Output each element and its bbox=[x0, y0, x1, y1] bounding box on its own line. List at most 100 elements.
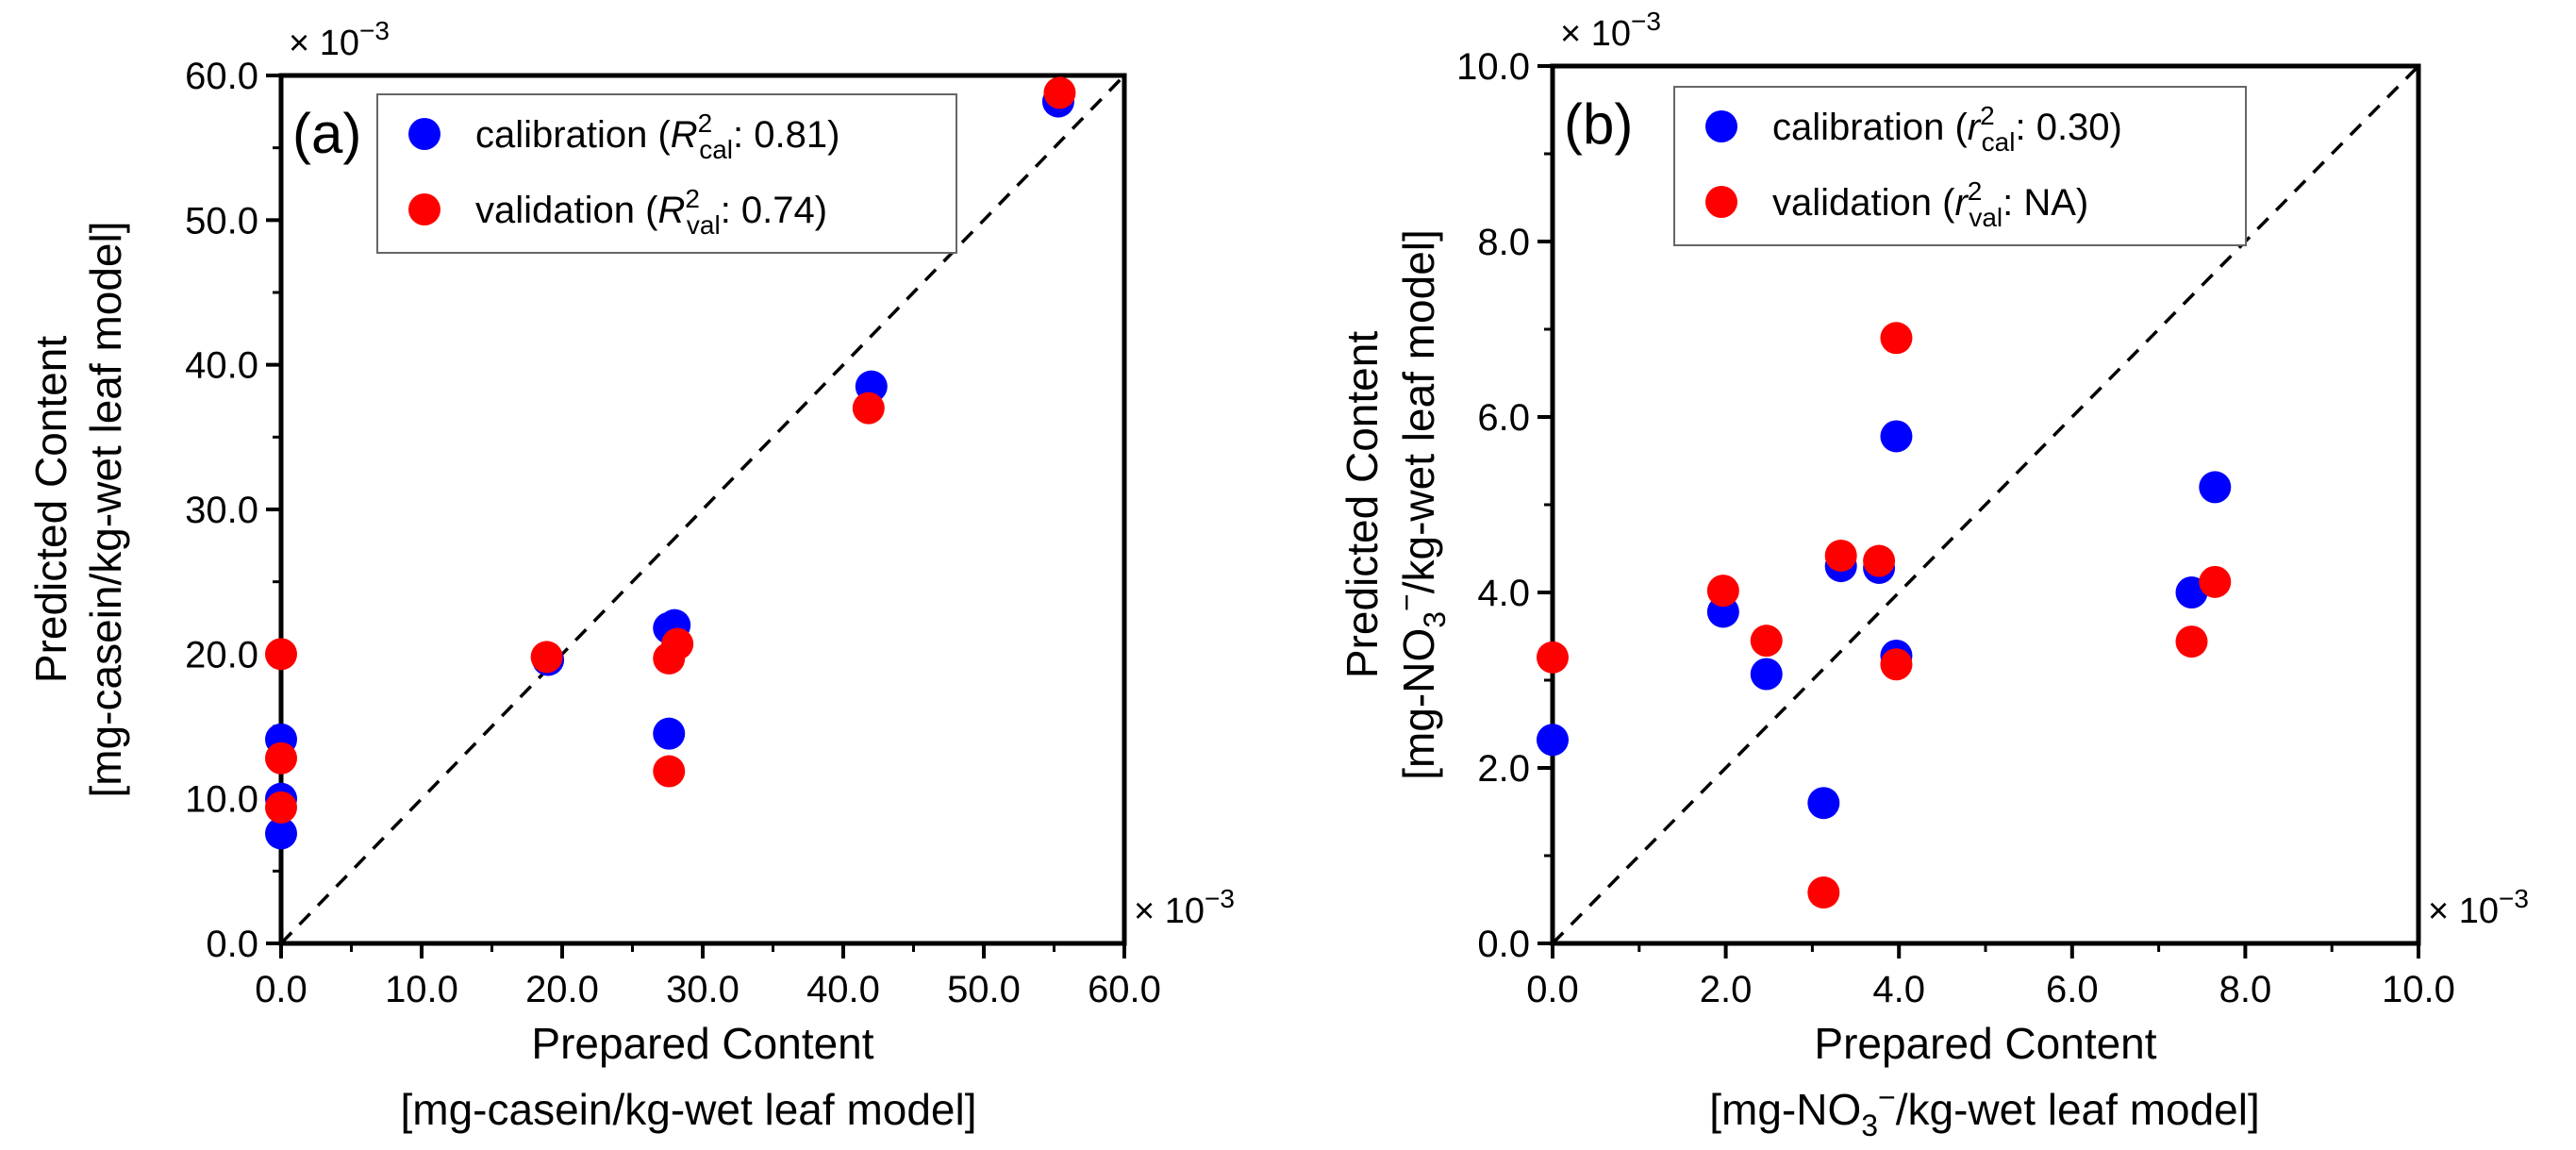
legend-value: : 0.30) bbox=[2015, 107, 2121, 148]
legend-entry-calibration: calibration (r2 cal: 0.30) bbox=[1772, 101, 2122, 157]
x-tick-label: 10.0 bbox=[385, 969, 458, 1010]
unit-prefix: [mg-NO bbox=[1709, 1085, 1861, 1134]
y-tick-label: 60.0 bbox=[185, 56, 258, 97]
x-tick-label: 40.0 bbox=[806, 969, 880, 1010]
validation-point bbox=[1807, 876, 1840, 909]
x-tick-label: 10.0 bbox=[2382, 969, 2455, 1010]
legend-subscript: cal bbox=[699, 135, 733, 164]
y-axis-multiplier: × 10−3 bbox=[289, 16, 390, 63]
x-tick-label: 20.0 bbox=[525, 969, 599, 1010]
validation-point bbox=[265, 791, 297, 824]
legend-label: calibration ( bbox=[475, 114, 671, 156]
validation-point bbox=[2199, 565, 2232, 598]
calibration-point bbox=[1807, 787, 1840, 820]
validation-point bbox=[1750, 625, 1783, 658]
x-tick-label: 60.0 bbox=[1088, 969, 1161, 1010]
unit-subscript: 3 bbox=[1418, 611, 1452, 628]
y-multiplier-base: × 10 bbox=[289, 24, 359, 63]
legend-symbol: R bbox=[657, 190, 685, 231]
legend-subscript: cal bbox=[1982, 127, 2016, 157]
y-axis-title: Predicted Content bbox=[1338, 331, 1387, 678]
legend-symbol: R bbox=[671, 114, 698, 156]
y-tick-label: 50.0 bbox=[185, 200, 258, 242]
unit-superscript: − bbox=[1878, 1080, 1896, 1114]
series-validation bbox=[265, 76, 1076, 824]
calibration-point bbox=[1880, 420, 1913, 453]
reference-line-y-equals-x bbox=[1551, 64, 2420, 945]
legend-marker-calibration bbox=[408, 118, 440, 150]
legend-entry-validation: validation (r2 val: NA) bbox=[1772, 176, 2088, 232]
x-tick-label: 2.0 bbox=[1700, 969, 1753, 1010]
validation-point bbox=[1863, 544, 1896, 577]
legend-value: : NA) bbox=[2003, 182, 2088, 224]
legend-box bbox=[1673, 86, 2247, 246]
x-tick-label: 4.0 bbox=[1872, 969, 1925, 1010]
series-validation bbox=[1537, 322, 2232, 909]
y-tick-label: 4.0 bbox=[1477, 573, 1530, 614]
validation-point bbox=[1824, 539, 1857, 572]
y-tick-label: 6.0 bbox=[1477, 397, 1530, 439]
y-multiplier-exponent: −3 bbox=[359, 16, 390, 45]
x-axis-title: Prepared Content bbox=[1814, 1019, 2156, 1068]
y-tick-label: 0.0 bbox=[1477, 924, 1530, 965]
calibration-point bbox=[653, 717, 686, 750]
x-tick-label: 30.0 bbox=[666, 969, 740, 1010]
calibration-point bbox=[265, 817, 297, 850]
legend-label: validation ( bbox=[1772, 182, 1955, 224]
validation-point bbox=[265, 742, 297, 775]
unit-superscript: − bbox=[1389, 593, 1423, 611]
validation-point bbox=[661, 627, 694, 660]
legend-marker-calibration bbox=[1705, 110, 1737, 142]
x-tick-label: 0.0 bbox=[1526, 969, 1579, 1010]
y-tick-label: 8.0 bbox=[1477, 222, 1530, 263]
validation-point bbox=[530, 641, 563, 674]
unit-prefix: [mg-NO bbox=[1394, 628, 1443, 780]
legend-box bbox=[376, 93, 957, 254]
y-tick-label: 10.0 bbox=[185, 779, 258, 821]
x-tick-label: 0.0 bbox=[255, 969, 307, 1010]
x-axis-multiplier: × 10−3 bbox=[1134, 884, 1235, 931]
legend-superscript: 2 bbox=[698, 108, 713, 138]
legend-entry-calibration: calibration (R2 cal: 0.81) bbox=[475, 108, 839, 164]
y-multiplier-exponent: −3 bbox=[1631, 7, 1661, 36]
legend-value: : 0.74) bbox=[721, 190, 827, 231]
validation-point bbox=[2175, 625, 2208, 658]
legend-subscript: val bbox=[1969, 203, 2003, 232]
x-axis-unit: [mg-NO3−/kg-wet leaf model] bbox=[1709, 1080, 2260, 1142]
y-tick-label: 10.0 bbox=[1456, 46, 1530, 88]
y-multiplier-base: × 10 bbox=[1560, 14, 1631, 54]
legend-symbol: r bbox=[1954, 182, 1969, 224]
legend-label: calibration ( bbox=[1772, 107, 1968, 148]
x-multiplier-base: × 10 bbox=[1134, 892, 1205, 931]
legend: calibration (R2 cal: 0.81) validation (R2 v… bbox=[376, 93, 957, 254]
legend-superscript: 2 bbox=[1968, 176, 1983, 206]
validation-point bbox=[1880, 322, 1913, 355]
x-axis-unit: [mg-casein/kg-wet leaf model] bbox=[400, 1085, 976, 1134]
x-multiplier-base: × 10 bbox=[2428, 892, 2499, 931]
legend-entry-validation: validation (R2 val: 0.74) bbox=[475, 184, 827, 240]
x-multiplier-exponent: −3 bbox=[1205, 884, 1235, 913]
y-tick-label: 30.0 bbox=[185, 490, 258, 531]
y-tick-label: 2.0 bbox=[1477, 748, 1530, 790]
x-multiplier-exponent: −3 bbox=[2499, 884, 2529, 913]
legend-marker-validation bbox=[408, 193, 440, 225]
legend-marker-validation bbox=[1705, 186, 1737, 218]
validation-point bbox=[1880, 648, 1913, 681]
y-tick-label: 40.0 bbox=[185, 345, 258, 387]
calibration-point bbox=[1750, 658, 1783, 691]
validation-point bbox=[653, 755, 686, 788]
validation-point bbox=[852, 392, 885, 425]
series-calibration bbox=[1537, 420, 2232, 820]
validation-point bbox=[265, 638, 297, 671]
calibration-point bbox=[1537, 724, 1569, 757]
legend-subscript: val bbox=[687, 210, 721, 240]
panel-a: 0.0 10.0 20.0 30.0 40.0 50.0 60.0 0.0 10.0 20.0 30… bbox=[26, 16, 1235, 1134]
x-tick-label: 8.0 bbox=[2219, 969, 2272, 1010]
validation-point bbox=[1706, 575, 1739, 608]
unit-suffix: /kg-wet leaf model] bbox=[1394, 229, 1443, 593]
x-tick-label: 6.0 bbox=[2046, 969, 2099, 1010]
panel-label: (b) bbox=[1564, 92, 1633, 156]
y-axis-title: Predicted Content bbox=[26, 336, 75, 683]
y-axis-unit: [mg-NO3−/kg-wet leaf model] bbox=[1389, 229, 1452, 780]
